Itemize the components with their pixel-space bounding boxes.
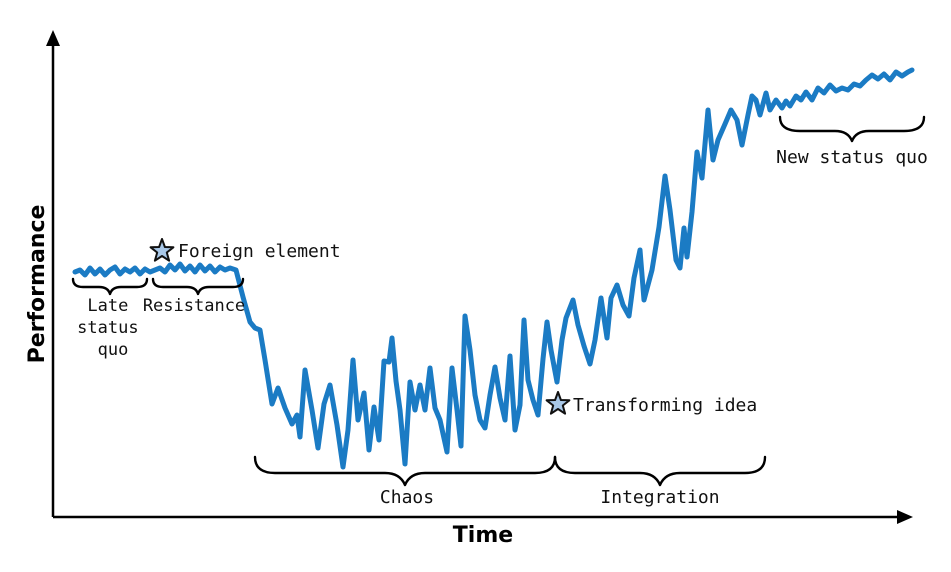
x-axis-arrow-icon (897, 510, 913, 524)
brace-integration (553, 455, 767, 487)
label-late-status-quo: Late status quo (77, 296, 149, 360)
axes (46, 30, 913, 524)
label-integration: Integration (600, 487, 719, 508)
y-axis-title: Performance (25, 205, 50, 364)
brace-new-status-quo (778, 115, 926, 143)
transforming-idea-star-icon (545, 391, 571, 415)
performance-curve (72, 67, 915, 470)
x-axis-title: Time (453, 523, 513, 548)
foreign-element-star-icon (149, 238, 175, 262)
label-transforming-idea: Transforming idea (573, 395, 757, 416)
brace-chaos (253, 455, 557, 487)
brace-resistance (151, 277, 245, 296)
y-axis-arrow-icon (46, 30, 60, 46)
label-chaos: Chaos (380, 487, 434, 508)
brace-late-status-quo (71, 277, 149, 296)
label-foreign-element: Foreign element (178, 241, 341, 262)
label-new-status-quo: New status quo (776, 147, 928, 168)
label-resistance: Resistance (143, 296, 245, 316)
